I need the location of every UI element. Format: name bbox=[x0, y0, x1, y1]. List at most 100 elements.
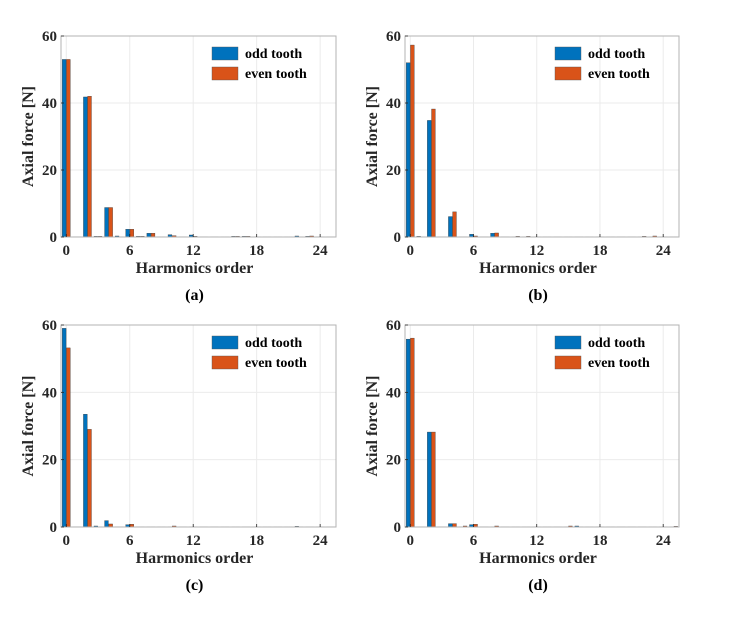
bar-odd-h0 bbox=[62, 59, 67, 238]
bar-even-h4 bbox=[108, 207, 113, 238]
y-tick-label: 20 bbox=[386, 453, 401, 469]
x-tick-label: 0 bbox=[63, 533, 71, 549]
legend-label: odd tooth bbox=[245, 336, 302, 351]
bar-odd-h4 bbox=[104, 520, 109, 528]
x-tick-label: 12 bbox=[529, 533, 544, 549]
y-tick-label: 0 bbox=[394, 520, 402, 536]
legend-label: odd tooth bbox=[245, 47, 302, 62]
legend: odd tooth even tooth bbox=[211, 335, 307, 371]
x-tick-label: 18 bbox=[592, 533, 607, 549]
x-axis-label: Harmonics order bbox=[136, 260, 254, 277]
plot-area bbox=[405, 36, 679, 237]
legend: odd tooth even tooth bbox=[554, 46, 650, 82]
bar-even-h0 bbox=[410, 337, 415, 528]
x-tick-label: 18 bbox=[592, 243, 607, 259]
legend-swatch-odd bbox=[211, 335, 239, 350]
x-tick-label: 0 bbox=[63, 243, 71, 259]
bar-odd-h0 bbox=[406, 338, 411, 528]
plot-area bbox=[61, 36, 336, 237]
x-axis-label: Harmonics order bbox=[479, 260, 597, 277]
bar-odd-h8 bbox=[490, 233, 495, 238]
y-tick-label: 40 bbox=[42, 385, 57, 401]
x-tick-label: 18 bbox=[249, 533, 264, 549]
x-tick-label: 0 bbox=[407, 243, 415, 259]
bar-even-h4 bbox=[452, 523, 457, 528]
x-tick-label: 6 bbox=[126, 533, 134, 549]
y-axis-label: Axial force [N] bbox=[20, 86, 37, 187]
legend-swatch-odd bbox=[211, 46, 239, 61]
y-tick-label: 60 bbox=[42, 29, 57, 45]
y-tick-label: 60 bbox=[386, 29, 401, 45]
axes-frame bbox=[404, 35, 680, 238]
y-axis-label: Axial force [N] bbox=[20, 376, 37, 477]
legend-label: odd tooth bbox=[588, 47, 645, 62]
plot-area bbox=[61, 325, 336, 527]
x-tick-label: 18 bbox=[249, 243, 264, 259]
x-tick-label: 24 bbox=[313, 243, 329, 259]
subplot-d: 0 6 12 18 24 0 20 40 60 Harmonics order Axial forc… bbox=[364, 318, 680, 594]
legend-swatch-odd bbox=[554, 46, 582, 61]
legend-label: even tooth bbox=[245, 356, 307, 371]
bar-odd-h2 bbox=[427, 120, 432, 238]
bar-odd-h4 bbox=[104, 207, 109, 238]
bar-odd-h2 bbox=[83, 414, 88, 528]
subplot-a: 0 6 12 18 24 0 20 40 60 Harmonics order Axial forc… bbox=[20, 29, 337, 304]
bar-even-h2 bbox=[87, 429, 92, 528]
y-tick-label: 40 bbox=[386, 385, 401, 401]
subplot-b: 0 6 12 18 24 0 20 40 60 Harmonics order Axial forc… bbox=[364, 29, 680, 304]
legend: odd tooth even tooth bbox=[211, 46, 307, 82]
x-axis-label: Harmonics order bbox=[479, 550, 597, 567]
legend-label: odd tooth bbox=[588, 336, 645, 351]
bar-odd-h0 bbox=[406, 62, 411, 238]
y-tick-label: 40 bbox=[42, 96, 57, 112]
y-tick-label: 20 bbox=[42, 163, 57, 179]
bar-odd-h8 bbox=[146, 233, 151, 238]
y-tick-label: 20 bbox=[42, 453, 57, 469]
bar-even-h2 bbox=[431, 431, 436, 528]
legend: odd tooth even tooth bbox=[554, 335, 650, 371]
x-tick-label: 12 bbox=[529, 243, 544, 259]
x-tick-label: 6 bbox=[126, 243, 134, 259]
plot-area bbox=[405, 325, 679, 527]
x-tick-label: 6 bbox=[470, 243, 478, 259]
bar-even-h8 bbox=[494, 232, 499, 238]
legend-label: even tooth bbox=[588, 356, 650, 371]
axes-frame bbox=[404, 324, 680, 528]
subplot-caption: (c) bbox=[186, 577, 204, 594]
bar-odd-h0 bbox=[62, 328, 67, 528]
bar-odd-h6 bbox=[125, 229, 130, 238]
legend-swatch-even bbox=[554, 66, 582, 81]
bar-odd-h4 bbox=[448, 523, 453, 528]
y-axis-label: Axial force [N] bbox=[364, 86, 381, 187]
x-tick-label: 12 bbox=[186, 533, 201, 549]
subplot-caption: (a) bbox=[185, 287, 204, 304]
y-tick-label: 60 bbox=[42, 318, 57, 334]
bar-odd-h2 bbox=[83, 96, 88, 238]
bar-even-h0 bbox=[410, 44, 415, 238]
subplot-c: 0 6 12 18 24 0 20 40 60 Harmonics order Axial forc… bbox=[20, 318, 337, 594]
y-tick-label: 0 bbox=[394, 230, 402, 246]
legend-swatch-even bbox=[211, 355, 239, 370]
legend-swatch-odd bbox=[554, 335, 582, 350]
legend-swatch-even bbox=[211, 66, 239, 81]
y-tick-label: 0 bbox=[50, 520, 58, 536]
bar-even-h6 bbox=[129, 229, 134, 238]
x-tick-label: 24 bbox=[656, 243, 672, 259]
legend-label: even tooth bbox=[588, 67, 650, 82]
subplot-caption: (d) bbox=[528, 577, 548, 594]
y-axis-label: Axial force [N] bbox=[364, 376, 381, 477]
x-tick-label: 6 bbox=[470, 533, 478, 549]
bar-even-h8 bbox=[150, 233, 156, 238]
axes-frame bbox=[60, 35, 337, 238]
y-tick-label: 0 bbox=[50, 230, 58, 246]
legend-swatch-even bbox=[554, 355, 582, 370]
bar-even-h2 bbox=[431, 108, 436, 238]
x-tick-label: 0 bbox=[407, 533, 415, 549]
x-tick-label: 24 bbox=[313, 533, 329, 549]
bar-even-h0 bbox=[66, 347, 71, 528]
x-tick-label: 24 bbox=[656, 533, 672, 549]
y-tick-label: 20 bbox=[386, 163, 401, 179]
legend-label: even tooth bbox=[245, 67, 307, 82]
bar-odd-h4 bbox=[448, 216, 453, 238]
